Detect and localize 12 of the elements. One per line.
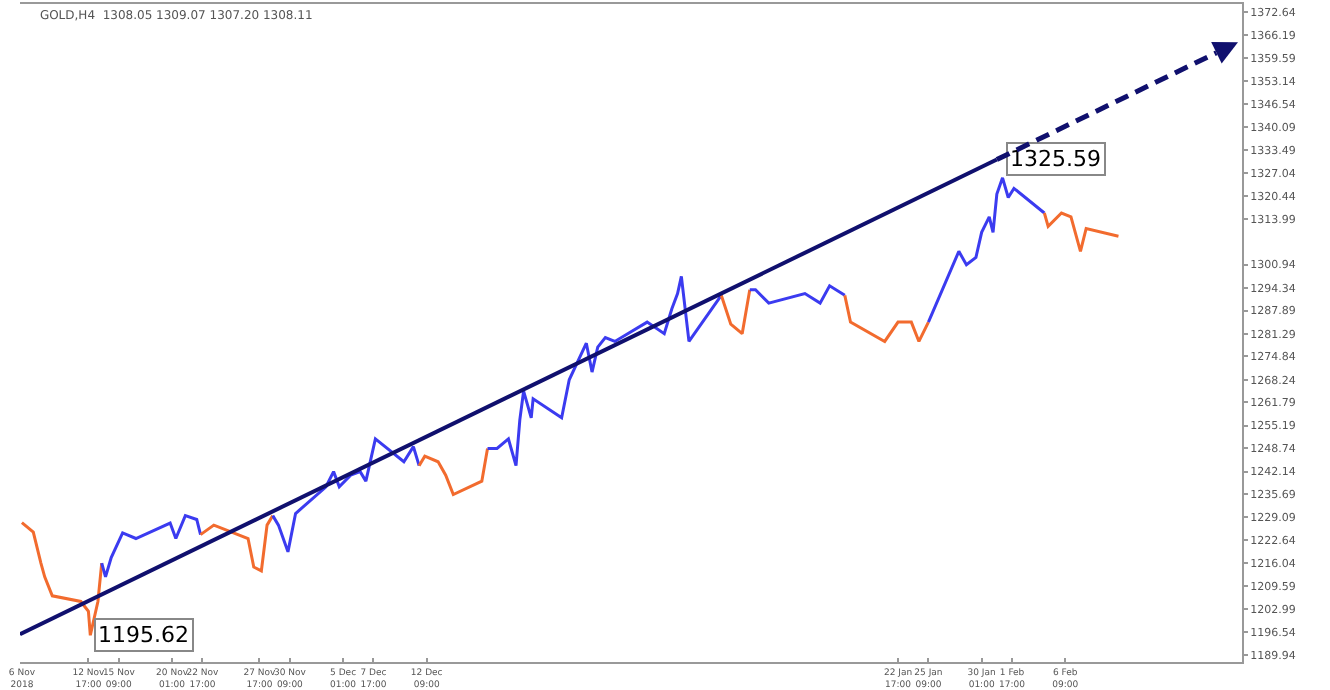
line-series [20, 521, 104, 637]
annotation: 1195.62 [98, 622, 189, 648]
line-series [926, 176, 1046, 324]
line-series [1042, 211, 1120, 253]
annotation: 1325.59 [1010, 146, 1101, 172]
line-series [199, 514, 275, 573]
line-series [100, 514, 203, 579]
line-series [719, 288, 752, 336]
line-series [417, 446, 490, 496]
line-series [748, 284, 847, 305]
line-series [486, 274, 723, 468]
line-series [271, 437, 421, 554]
